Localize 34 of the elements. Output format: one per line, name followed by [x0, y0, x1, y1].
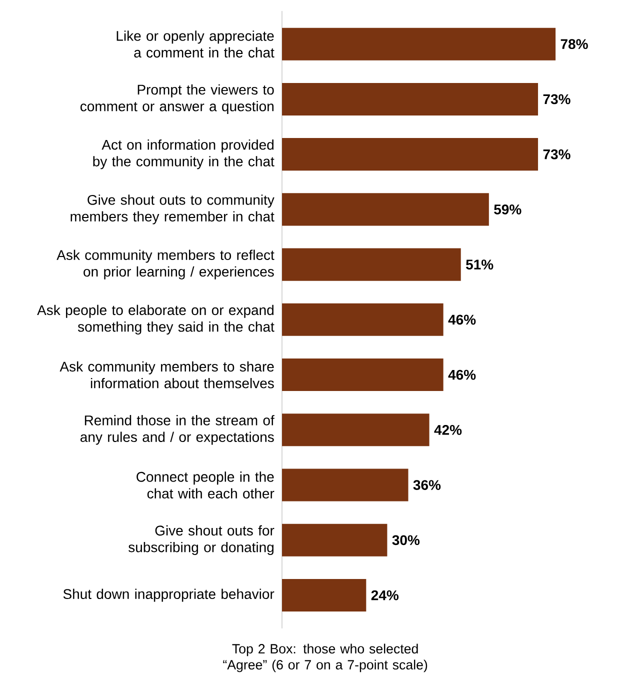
bar [282, 138, 538, 171]
y-tick-label: Act on information provided by the community in the chat [93, 139, 274, 170]
bar [282, 414, 430, 446]
bar [282, 193, 489, 226]
bar [282, 303, 444, 336]
y-tick-label: Ask community members to reflect on prior learning / experiences [56, 250, 274, 280]
data-label: 36% [413, 480, 441, 490]
y-tick-label: Give shout outs to community members they remember in chat [70, 194, 274, 224]
bar [282, 524, 388, 556]
y-tick-label: Prompt the viewers to comment or answer a question [80, 84, 274, 114]
data-label: 46% [448, 314, 476, 325]
y-tick-label: Like or openly appreciate a comment in the chat [116, 30, 274, 58]
bar [282, 82, 538, 116]
data-label: 78% [560, 39, 588, 50]
bar [282, 358, 444, 392]
data-label: 42% [434, 424, 462, 435]
data-label: 46% [448, 370, 476, 380]
data-label: 59% [494, 204, 522, 214]
y-tick-label: Remind those in the stream of any rules and / or expectations [80, 415, 274, 445]
bar [282, 28, 556, 60]
y-tick-label: Shut down inappropriate behavior [63, 588, 274, 602]
data-label: 24% [371, 590, 399, 600]
y-tick-label: Connect people in the chat with each other [136, 472, 274, 499]
y-tick-label: Ask community members to share information about themselves [60, 361, 274, 388]
y-tick-label: Ask people to elaborate on or expand something they said in the chat [37, 304, 274, 335]
bar [282, 579, 366, 612]
y-tick-label: Give shout outs for subscribing or donating [128, 525, 274, 556]
text: Top 2 Box: those who selected “Agree” (6 or 7 on a 7-point scale) [223, 644, 428, 672]
data-label: 73% [543, 149, 570, 160]
data-label: 30% [392, 535, 420, 546]
bar [282, 468, 408, 502]
data-label: 73% [543, 94, 570, 104]
bar [282, 248, 461, 281]
data-label: 51% [466, 260, 494, 270]
